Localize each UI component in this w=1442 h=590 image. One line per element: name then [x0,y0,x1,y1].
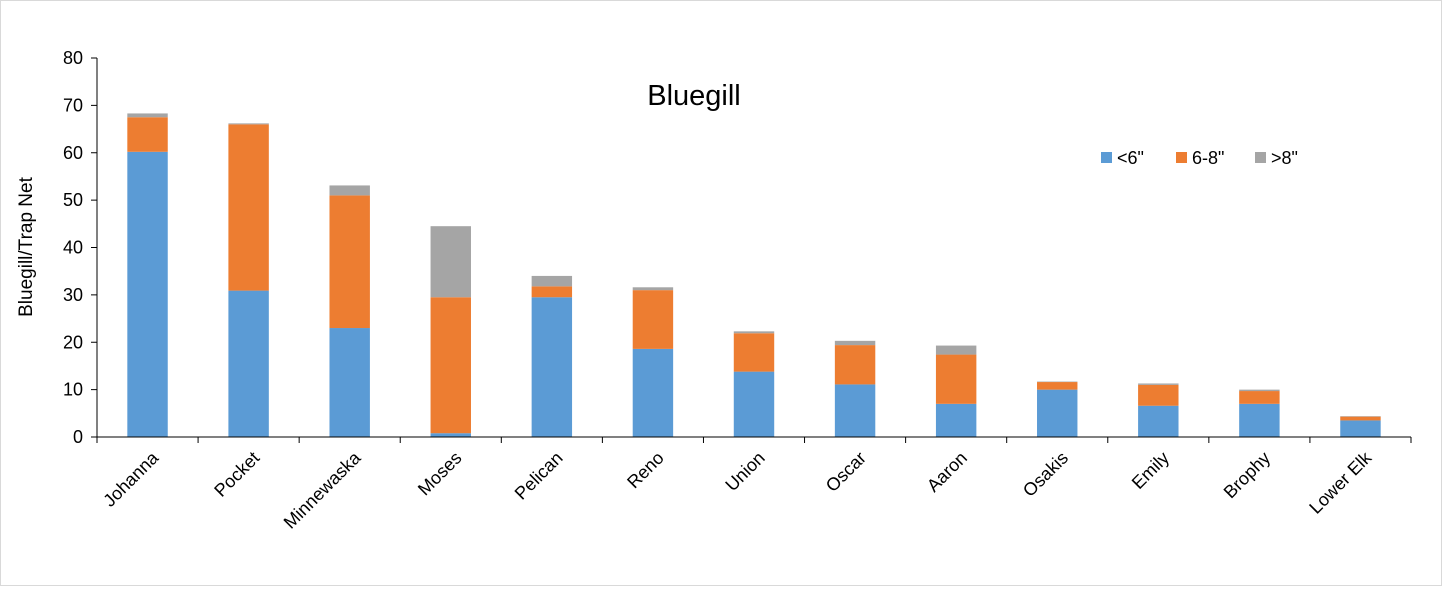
bar-segment-reno-series-1 [633,290,673,349]
bar-segment-reno-series-2 [633,287,673,290]
y-tick-label: 40 [63,238,83,258]
bar-segment-pelican-series-2 [532,276,572,286]
bar-segment-emily-series-2 [1138,383,1178,384]
y-axis-label: Bluegill/Trap Net [16,176,37,316]
bar-segment-oscar-series-2 [835,341,875,345]
bar-segment-johanna-series-1 [127,117,167,152]
legend-swatch [1255,152,1266,163]
bar-segment-johanna-series-2 [127,113,167,117]
x-tick-label: Oscar [822,448,870,496]
bar-segment-reno-series-0 [633,349,673,437]
y-tick-label: 70 [63,95,83,115]
bar-segment-brophy-series-0 [1239,404,1279,437]
bar-segment-oscar-series-0 [835,384,875,437]
bar-segment-pocket-series-1 [228,124,268,290]
legend: <6" 6-8" >8" [1101,148,1298,168]
bar-segment-union-series-0 [734,372,774,437]
bar-segment-lower-elk-series-1 [1340,417,1380,421]
x-tick-label: Emily [1128,448,1173,493]
x-tick-label: Osakis [1019,448,1072,501]
bar-segment-pelican-series-1 [532,286,572,297]
bar-segment-aaron-series-2 [936,346,976,355]
bar-segment-minnewaska-series-0 [329,328,369,437]
y-tick-label: 80 [63,48,83,68]
bar-segment-minnewaska-series-1 [329,195,369,328]
x-axis: Johanna Pocket Minnewaska Moses Pelican Reno U… [97,437,1411,533]
bar-segment-osakis-series-1 [1037,382,1077,390]
legend-swatch [1176,152,1187,163]
x-tick-label: Pocket [210,448,263,501]
x-tick-label: Lower Elk [1305,447,1376,518]
bar-segment-brophy-series-1 [1239,391,1279,404]
bar-segment-moses-series-1 [431,297,471,433]
bar-segment-johanna-series-0 [127,152,167,437]
bar-segment-oscar-series-1 [835,345,875,384]
bar-segment-pelican-series-0 [532,297,572,437]
x-tick-label: Minnewaska [280,447,366,533]
bar-segment-brophy-series-2 [1239,390,1279,391]
bar-segment-moses-series-0 [431,433,471,437]
bar-segment-pocket-series-0 [228,291,268,437]
y-tick-label: 30 [63,285,83,305]
bar-segment-osakis-series-0 [1037,390,1077,437]
bar-segment-emily-series-0 [1138,406,1178,437]
chart-title: Bluegill [647,80,741,112]
x-tick-label: Pelican [511,448,567,504]
y-tick-label: 20 [63,332,83,352]
y-tick-label: 10 [63,380,83,400]
bar-segment-union-series-2 [734,331,774,333]
x-tick-label: Reno [623,448,668,493]
bar-segment-aaron-series-1 [936,355,976,404]
y-axis: 0 10 20 30 40 50 60 70 80 [63,48,97,447]
x-tick-label: Johanna [99,447,163,511]
bar-segment-lower-elk-series-0 [1340,420,1380,437]
x-tick-label: Aaron [923,448,971,496]
bar-segment-aaron-series-0 [936,404,976,437]
legend-label: >8" [1271,148,1298,168]
bar-segment-minnewaska-series-2 [329,185,369,195]
legend-label: 6-8" [1192,148,1224,168]
y-tick-label: 60 [63,143,83,163]
y-tick-label: 50 [63,190,83,210]
bar-segment-union-series-1 [734,333,774,371]
bar-segment-moses-series-2 [431,226,471,297]
legend-swatch [1101,152,1112,163]
x-tick-label: Brophy [1220,448,1274,502]
legend-label: <6" [1117,148,1144,168]
x-tick-label: Union [721,448,768,495]
y-tick-label: 0 [73,427,83,447]
x-tick-label: Moses [414,448,466,500]
bar-segment-pocket-series-2 [228,123,268,124]
bar-segment-emily-series-1 [1138,385,1178,406]
